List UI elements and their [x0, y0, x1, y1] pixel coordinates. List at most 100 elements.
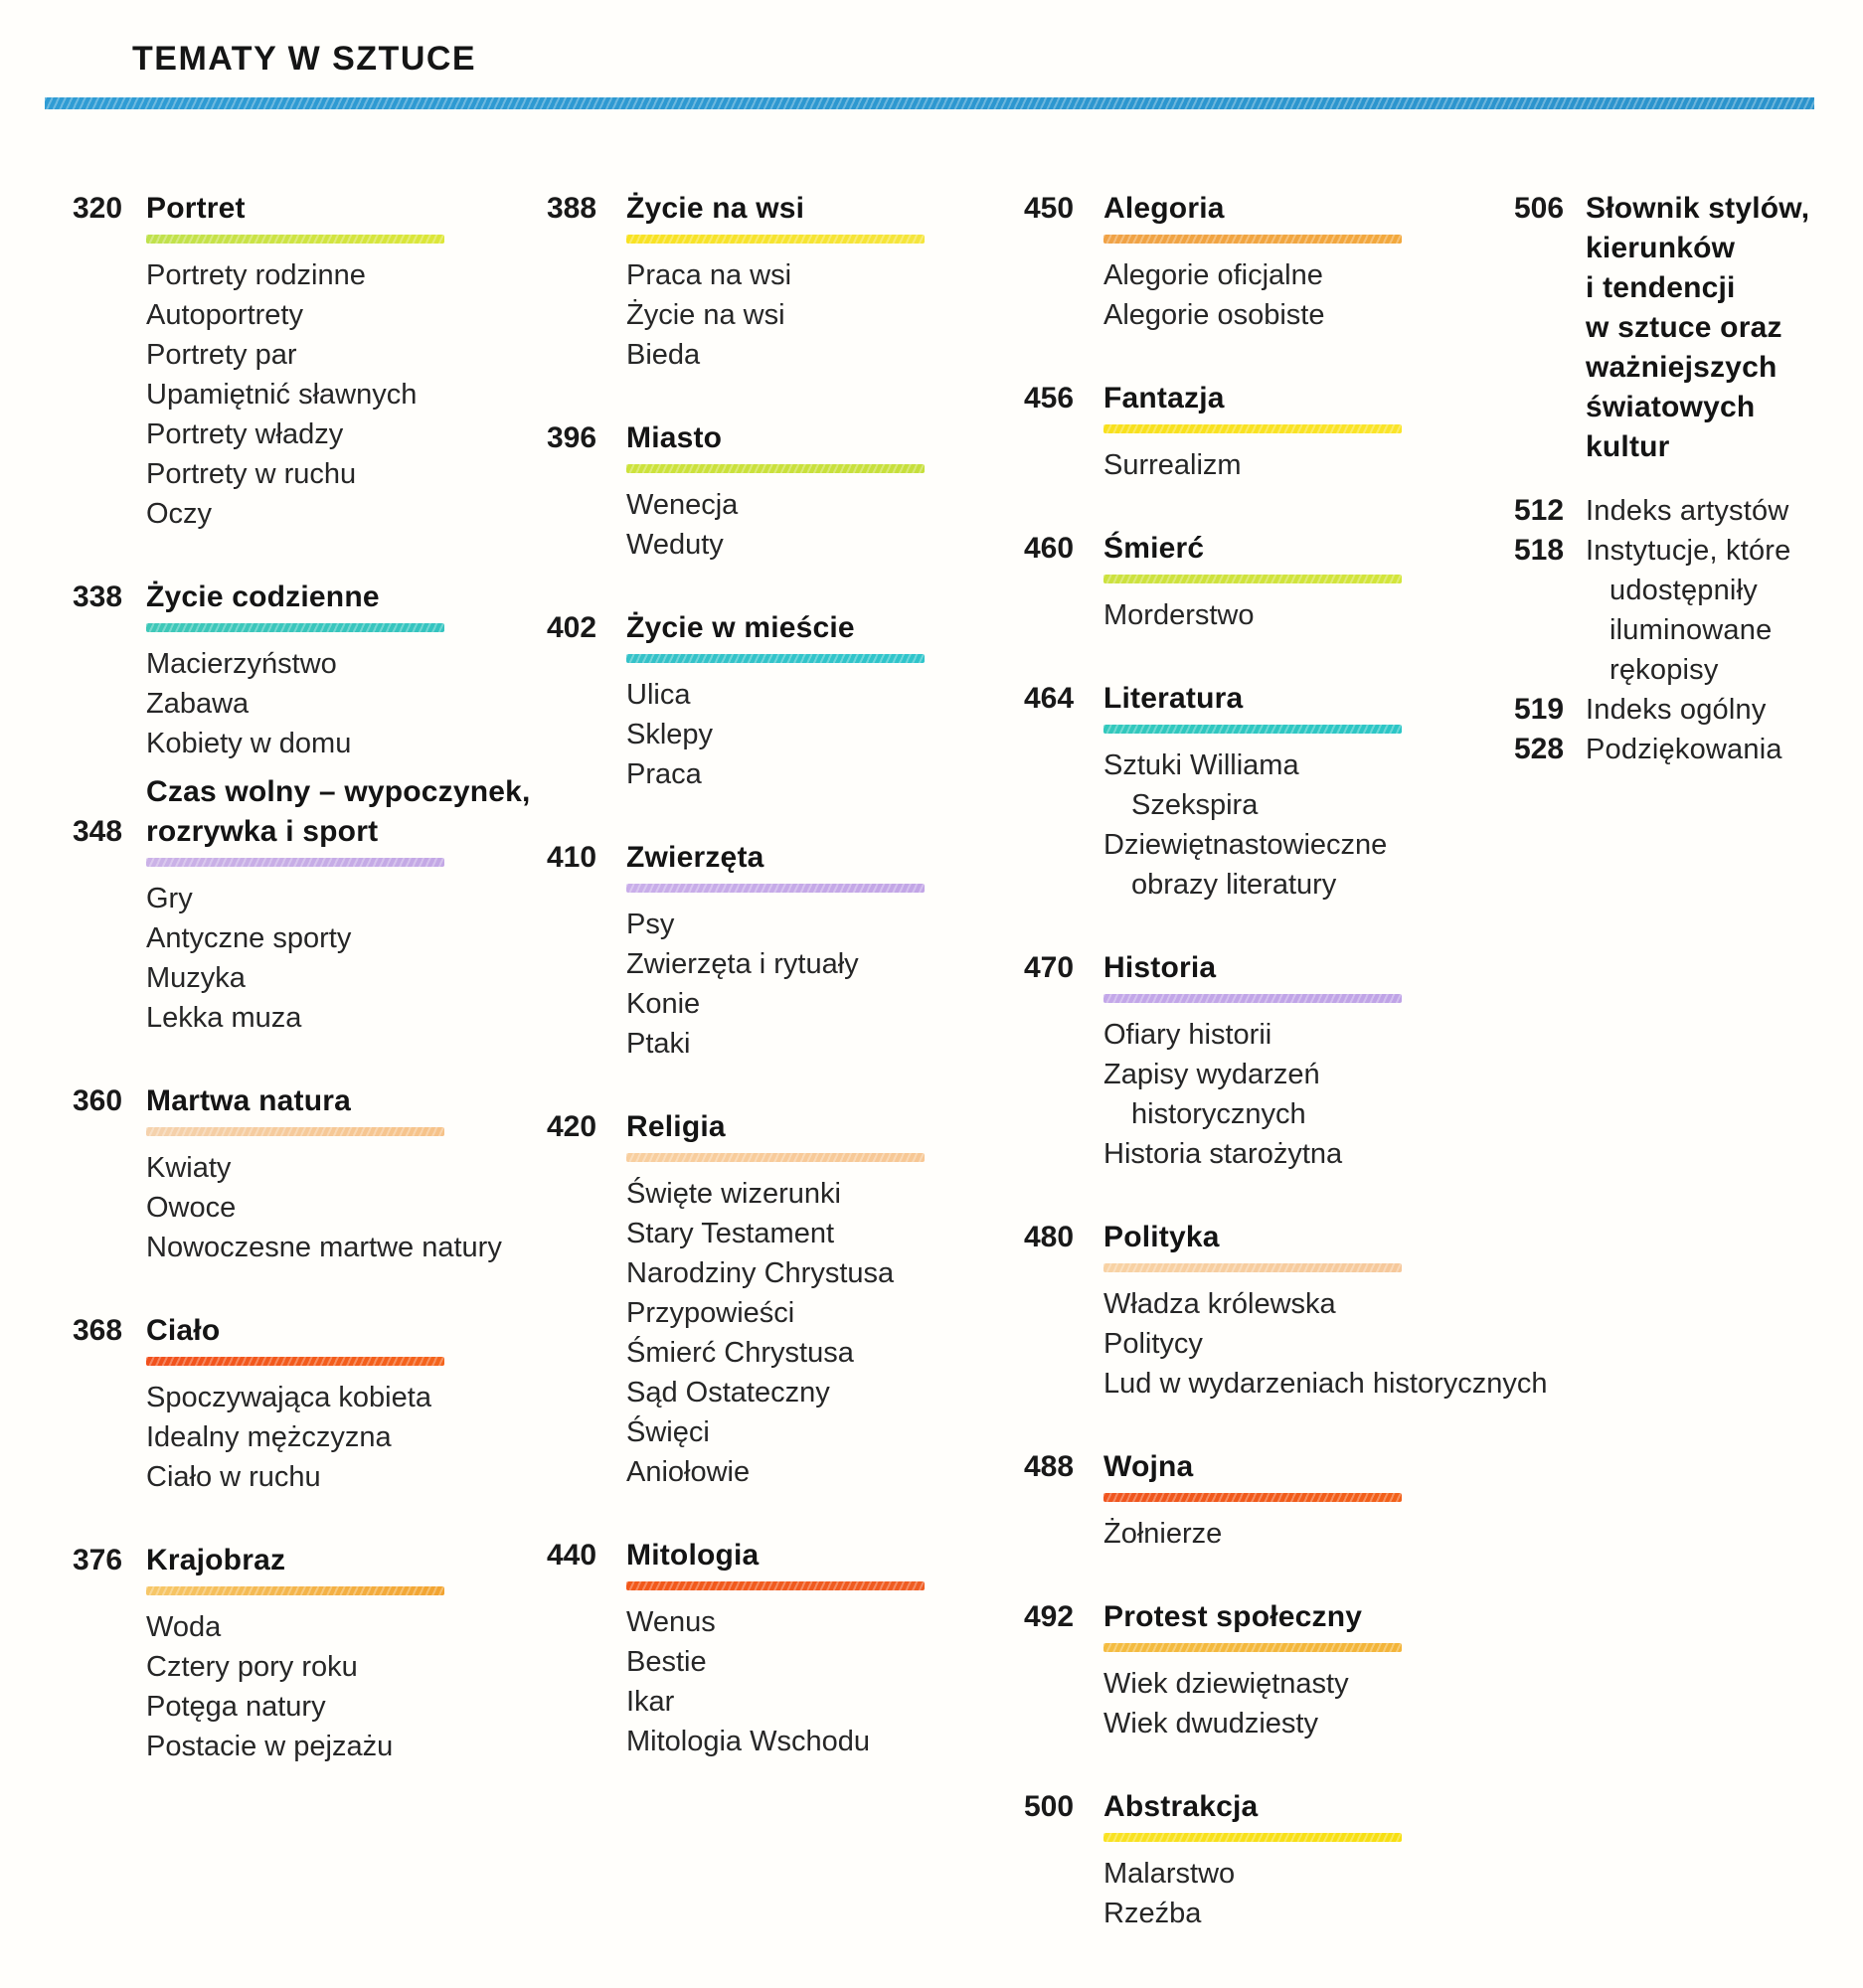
- section-title: Mitologia: [626, 1539, 760, 1572]
- section-number: 488: [1024, 1450, 1075, 1483]
- section-items: Wenus Bestie Ikar Mitologia Wschodu: [626, 1602, 925, 1761]
- section-underline: [1103, 575, 1402, 583]
- toc-item: Lekka muza: [146, 1002, 302, 1034]
- toc-section-518: 518 Instytucje, które udostępniły ilumino…: [1514, 531, 1809, 690]
- section-number: 320: [73, 192, 123, 225]
- section-underline: [1103, 1643, 1402, 1652]
- toc-item: Kobiety w domu: [146, 728, 352, 759]
- toc-item: Życie na wsi: [626, 299, 785, 331]
- section-underline: [626, 654, 925, 663]
- toc-item: Dziewiętnastowieczne obrazy literatury: [1103, 829, 1388, 901]
- section-underline: [626, 1153, 925, 1162]
- toc-section-376: 376 Krajobraz Woda Cztery pory roku Potęga n…: [73, 1541, 531, 1766]
- section-underline: [626, 235, 925, 244]
- section-number: 440: [547, 1539, 597, 1572]
- section-number: 460: [1024, 532, 1075, 565]
- toc-section-410: 410 Zwierzęta Psy Zwierzęta i rytuały Konie P…: [547, 838, 925, 1064]
- toc-item: Muzyka: [146, 962, 246, 994]
- toc-item: Macierzyństwo: [146, 648, 337, 680]
- section-underline: [626, 1581, 925, 1590]
- section-title: Śmierć: [1103, 532, 1205, 565]
- section-items: Morderstwo: [1103, 595, 1402, 635]
- toc-section-440: 440 Mitologia Wenus Bestie Ikar Mitologia Wsc…: [547, 1536, 925, 1761]
- section-title: Historia: [1103, 951, 1217, 984]
- section-items: Wiek dziewiętnasty Wiek dwudziesty: [1103, 1664, 1402, 1743]
- section-number: 388: [547, 192, 597, 225]
- toc-item: Rzeźba: [1103, 1898, 1202, 1929]
- toc-item: Alegorie osobiste: [1103, 299, 1325, 331]
- toc-section-480: 480 Polityka Władza królewska Politycy Lud w…: [1024, 1218, 1547, 1404]
- section-number: 450: [1024, 192, 1075, 225]
- toc-item: Politycy: [1103, 1328, 1203, 1360]
- section-number: 376: [73, 1544, 123, 1576]
- toc-item: Zabawa: [146, 688, 250, 720]
- section-items: Święte wizerunki Stary Testament Narodziny…: [626, 1174, 925, 1492]
- section-title: Martwa natura: [146, 1084, 351, 1117]
- section-title: Protest społeczny: [1103, 1600, 1363, 1633]
- section-number: 506: [1514, 192, 1565, 225]
- section-number: 464: [1024, 682, 1075, 715]
- section-number: 368: [73, 1314, 123, 1347]
- section-title: Fantazja: [1103, 382, 1225, 414]
- toc-item: Ptaki: [626, 1028, 691, 1060]
- toc-item: Sąd Ostateczny: [626, 1377, 830, 1408]
- toc-item: Narodziny Chrystusa: [626, 1257, 895, 1289]
- toc-item: Idealny mężczyzna: [146, 1421, 392, 1453]
- section-items: Gry Antyczne sporty Muzyka Lekka muza: [146, 879, 531, 1038]
- section-items: Portrety rodzinne Autoportrety Portrety pa…: [146, 255, 444, 534]
- toc-section-460: 460 Śmierć Morderstwo: [1024, 529, 1547, 635]
- section-title: Indeks ogólny: [1586, 694, 1767, 726]
- section-number: 420: [547, 1110, 597, 1143]
- toc-item: Potęga natury: [146, 1691, 326, 1723]
- toc-item: Bieda: [626, 339, 701, 371]
- section-underline: [626, 464, 925, 473]
- toc-item: Portrety rodzinne: [146, 259, 366, 291]
- toc-section-320: 320 Portret Portrety rodzinne Autoportrety P…: [73, 189, 531, 534]
- toc-item: Portrety w ruchu: [146, 458, 357, 490]
- toc-item: Władza królewska: [1103, 1288, 1336, 1320]
- section-title: Zwierzęta: [626, 841, 764, 874]
- toc-item: Żołnierze: [1103, 1518, 1223, 1550]
- section-title: Życie na wsi: [626, 192, 805, 225]
- toc-item: Praca na wsi: [626, 259, 792, 291]
- section-items: Praca na wsi Życie na wsi Bieda: [626, 255, 925, 375]
- toc-item: Surrealizm: [1103, 449, 1242, 481]
- section-number: 528: [1514, 733, 1565, 765]
- toc-section-396: 396 Miasto Wenecja Weduty: [547, 418, 925, 565]
- toc-item: Konie: [626, 988, 701, 1020]
- toc-item: Historia starożytna: [1103, 1138, 1343, 1170]
- section-items: Spoczywająca kobieta Idealny mężczyzna Cia…: [146, 1378, 444, 1497]
- section-items: Macierzyństwo Zabawa Kobiety w domu: [146, 644, 444, 763]
- toc-item: Gry: [146, 883, 193, 914]
- section-title: Portret: [146, 192, 246, 225]
- toc-item: Przypowieści: [626, 1297, 795, 1329]
- section-number: 500: [1024, 1790, 1075, 1823]
- section-items: Surrealizm: [1103, 445, 1402, 485]
- section-underline: [1103, 1833, 1402, 1842]
- section-items: Woda Cztery pory roku Potęga natury Postaci…: [146, 1607, 444, 1766]
- section-underline: [146, 858, 444, 867]
- toc-item: Woda: [146, 1611, 222, 1643]
- toc-item: Kwiaty: [146, 1152, 232, 1184]
- section-underline: [146, 1586, 444, 1595]
- toc-item: Nowoczesne martwe natury: [146, 1232, 502, 1263]
- section-number: 470: [1024, 951, 1075, 984]
- toc-section-488: 488 Wojna Żołnierze: [1024, 1447, 1547, 1554]
- toc-column-3: 450 Alegoria Alegorie oficjalne Alegorie os…: [1024, 189, 1547, 1977]
- section-title: Religia: [626, 1110, 726, 1143]
- section-underline: [1103, 1263, 1402, 1272]
- section-title: Miasto: [626, 421, 723, 454]
- section-items: Ulica Sklepy Praca: [626, 675, 925, 794]
- toc-item: Praca: [626, 758, 702, 790]
- toc-item: Zwierzęta i rytuały: [626, 948, 859, 980]
- toc-section-492: 492 Protest społeczny Wiek dziewiętnasty Wi…: [1024, 1597, 1547, 1743]
- section-number: 348: [73, 815, 123, 848]
- section-underline: [1103, 235, 1402, 244]
- toc-section-348: 348 Czas wolny – wypoczynek, rozrywka i s…: [73, 772, 531, 1038]
- toc-section-528: 528 Podziękowania: [1514, 730, 1809, 769]
- section-title: Życie w mieście: [626, 611, 855, 644]
- section-title: Ciało: [146, 1314, 221, 1347]
- toc-section-500: 500 Abstrakcja Malarstwo Rzeźba: [1024, 1787, 1547, 1933]
- toc-item: Sztuki Williama Szekspira: [1103, 749, 1299, 821]
